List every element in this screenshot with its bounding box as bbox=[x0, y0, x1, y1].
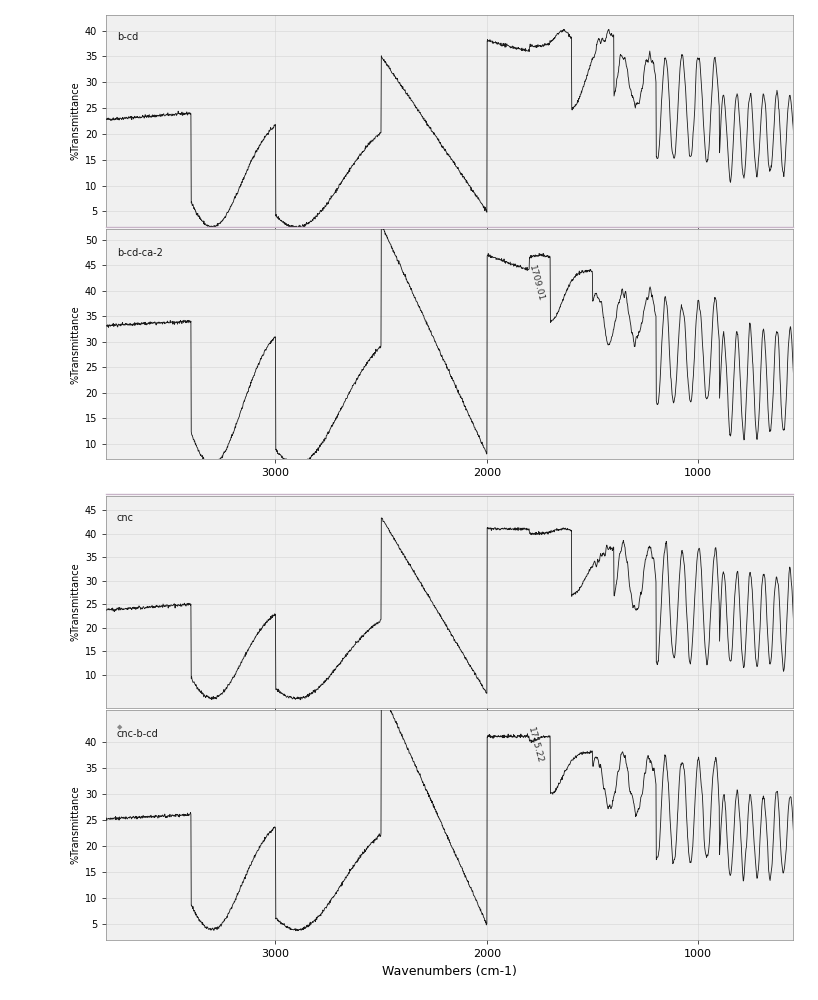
Y-axis label: %Transmittance: %Transmittance bbox=[70, 305, 81, 384]
Y-axis label: %Transmittance: %Transmittance bbox=[70, 82, 81, 160]
Text: cnc-b-cd: cnc-b-cd bbox=[117, 729, 159, 739]
Text: b-cd: b-cd bbox=[117, 32, 138, 42]
Y-axis label: %Transmittance: %Transmittance bbox=[70, 786, 81, 864]
Text: 1715.22: 1715.22 bbox=[526, 726, 544, 765]
X-axis label: Wavenumbers (cm-1): Wavenumbers (cm-1) bbox=[383, 965, 517, 978]
Text: ◆: ◆ bbox=[117, 724, 122, 730]
Text: cnc: cnc bbox=[117, 513, 133, 523]
Text: b-cd-ca-2: b-cd-ca-2 bbox=[117, 248, 163, 258]
Y-axis label: %Transmittance: %Transmittance bbox=[70, 563, 81, 641]
Text: 1709.01: 1709.01 bbox=[528, 264, 546, 303]
